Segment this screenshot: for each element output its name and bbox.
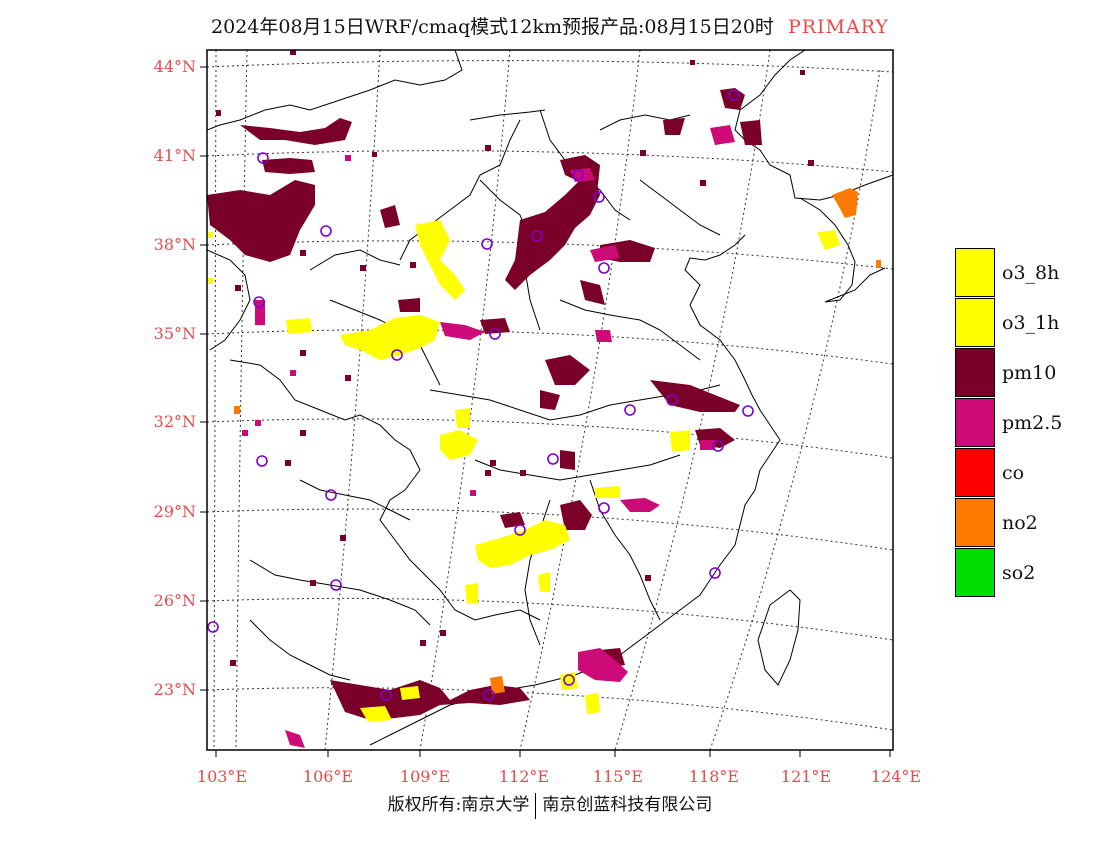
legend-swatch [955,448,995,497]
legend-label: pm2.5 [1002,412,1063,434]
lon-label: 115°E [593,767,643,786]
legend-swatch [955,298,995,347]
legend-item-o3-1h: o3_1h [955,298,1100,348]
legend-swatch [955,398,995,447]
pm10-cells [207,88,762,720]
copyright-right: 南京创蓝科技有限公司 [542,795,713,815]
no2-cells [234,188,881,694]
lat-label: 23°N [154,680,196,699]
legend-item-pm25: pm2.5 [955,398,1100,448]
pm25-cells [255,125,735,748]
legend-label: o3_1h [1002,312,1060,334]
legend-item-pm10: pm10 [955,348,1100,398]
station-markers [207,89,754,701]
legend-swatch [955,248,995,297]
lat-label: 29°N [154,502,196,521]
lat-label: 41°N [154,146,196,165]
legend-label: co [1002,462,1025,484]
lat-label: 35°N [154,324,196,343]
lat-label: 26°N [154,591,196,610]
lon-label: 121°E [781,767,831,786]
legend-swatch [955,548,995,597]
legend-label: so2 [1002,562,1036,584]
map-frame [206,49,894,751]
lon-label: 112°E [499,767,549,786]
legend-item-co: co [955,448,1100,498]
copyright-left: 版权所有:南京大学 [387,795,530,815]
lon-label: 106°E [303,767,353,786]
lon-label: 109°E [400,767,450,786]
legend-label: o3_8h [1002,262,1060,284]
legend: o3_8h o3_1h pm10 pm2.5 co no2 so2 [955,248,1100,598]
lat-label: 32°N [154,412,196,431]
copyright-footer: 版权所有:南京大学 南京创蓝科技有限公司 [0,790,1100,819]
legend-item-no2: no2 [955,498,1100,548]
o3-cells [286,220,840,722]
legend-item-so2: so2 [955,548,1100,598]
footer-separator [535,792,537,819]
legend-label: pm10 [1002,362,1057,384]
legend-swatch [955,498,995,547]
lat-label: 38°N [154,235,196,254]
legend-item-o3-8h: o3_8h [955,248,1100,298]
primary-tag: PRIMARY [787,16,889,38]
lon-label: 118°E [689,767,739,786]
map-title: 2024年08月15日WRF/cmaq模式12km预报产品:08月15日20时 P… [0,12,1100,39]
scatter-cells [208,50,814,666]
lon-label: 124°E [871,767,921,786]
tick-marks [200,66,891,757]
title-text: 2024年08月15日WRF/cmaq模式12km预报产品:08月15日20时 [211,16,774,38]
legend-label: no2 [1002,512,1038,534]
lon-label: 103°E [197,767,247,786]
lat-label: 44°N [154,57,196,76]
legend-swatch [955,348,995,397]
